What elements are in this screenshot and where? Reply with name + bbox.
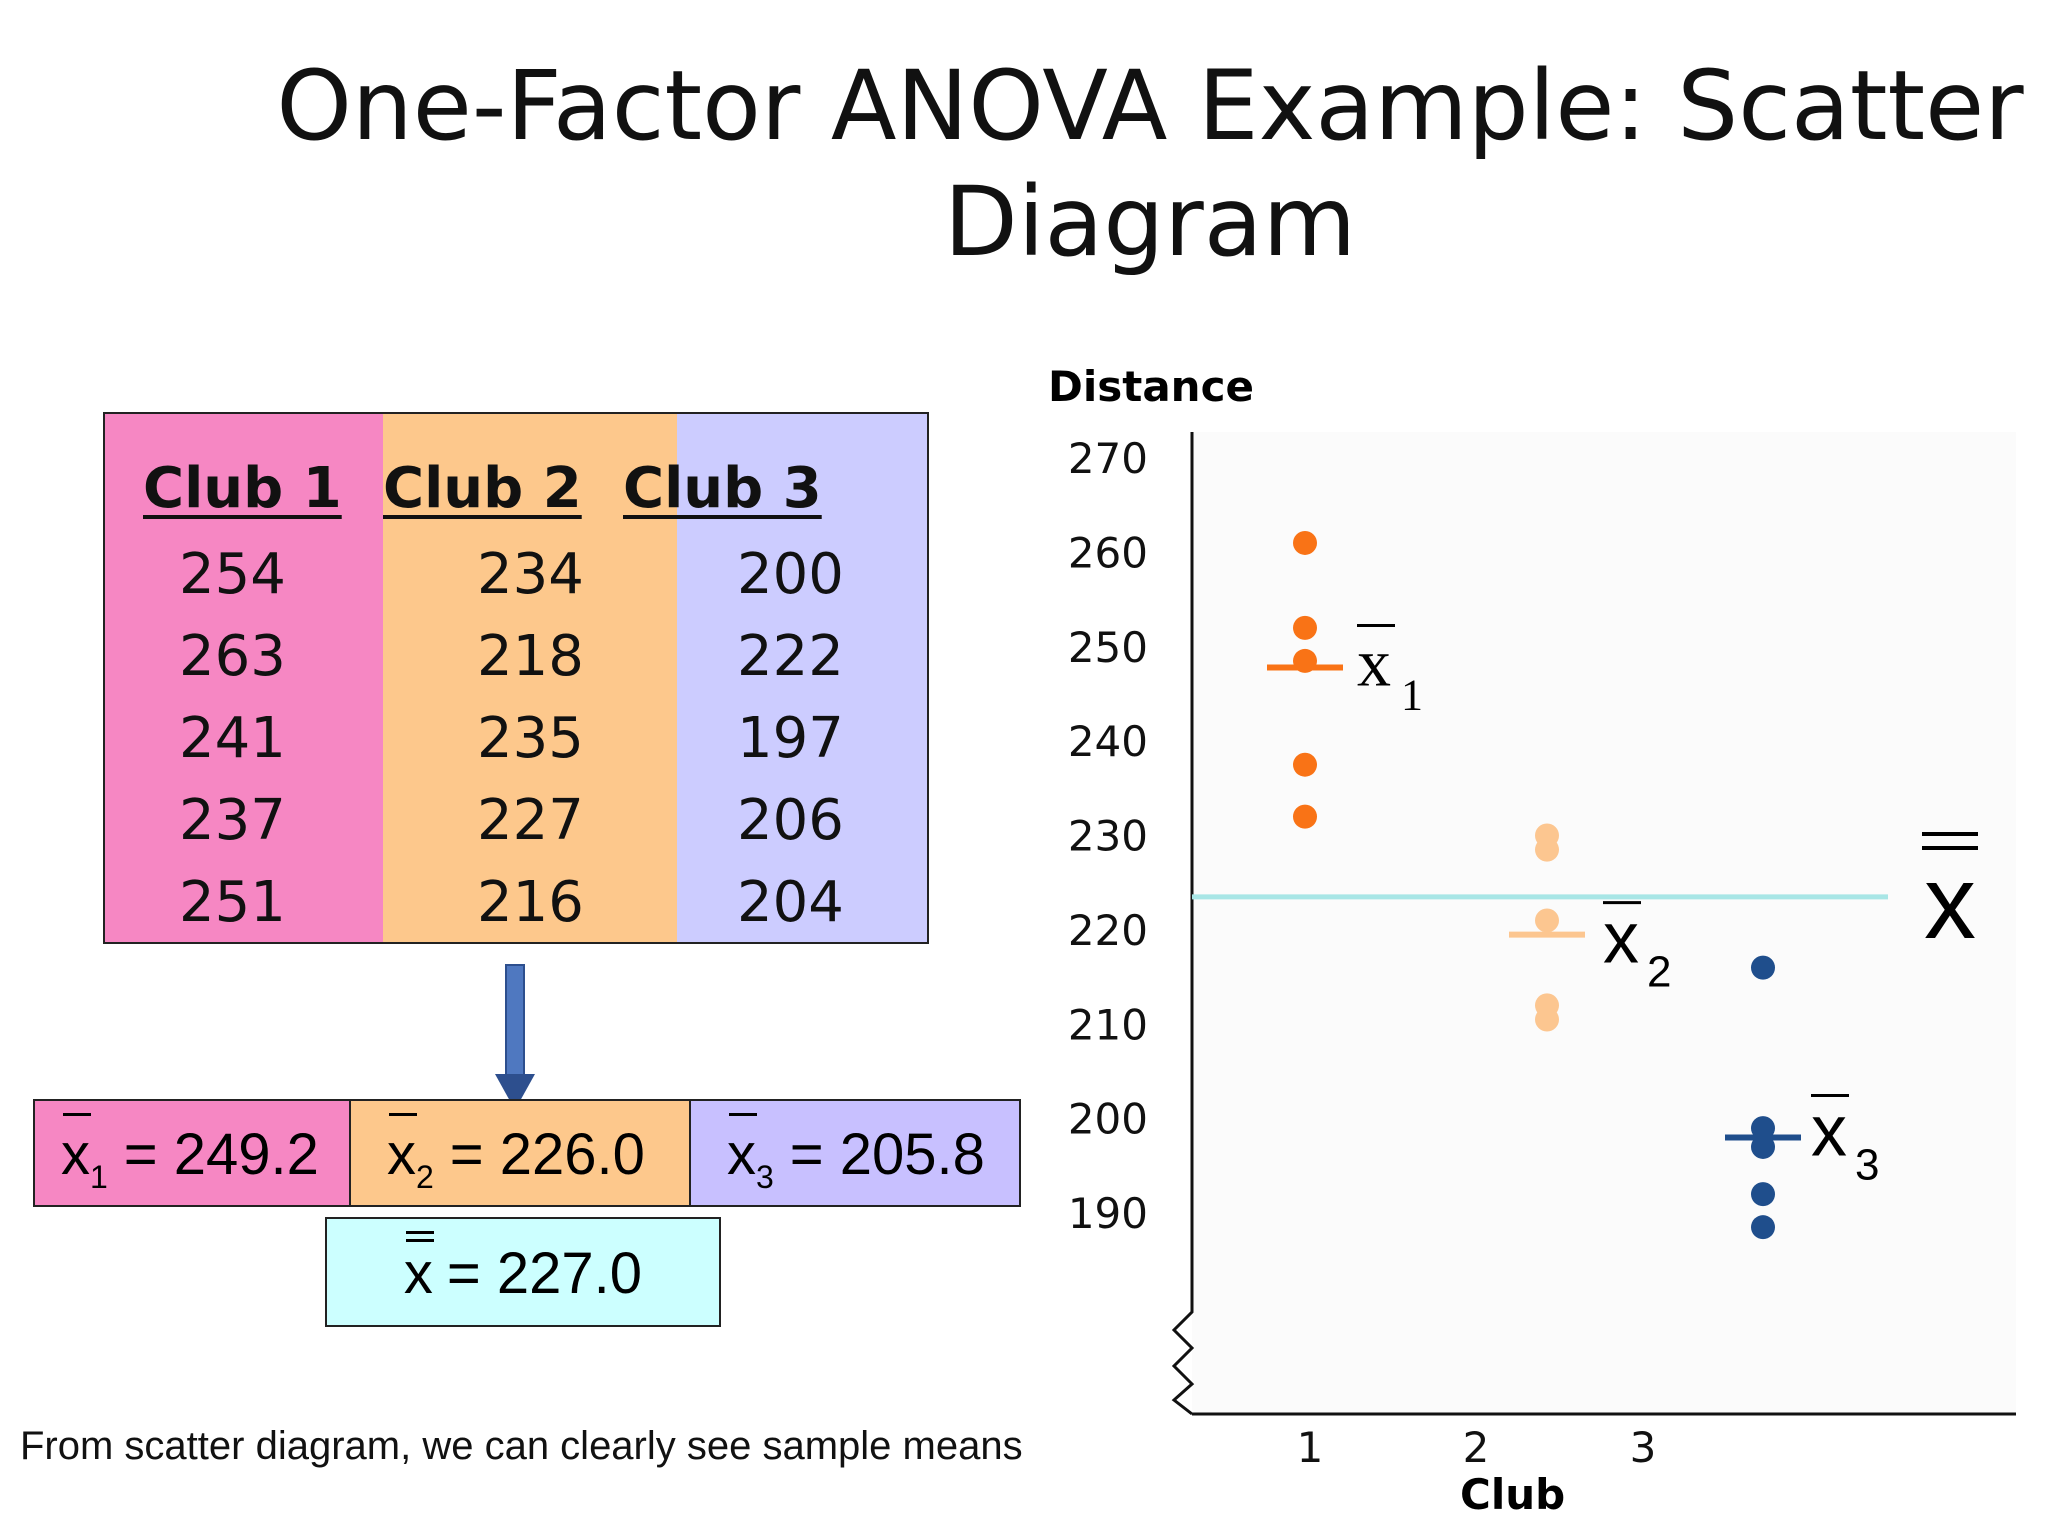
mean-subscript: 1 — [90, 1159, 108, 1195]
club-3-column: Club 3 200 222 197 206 204 — [623, 414, 927, 942]
club-2-value: 235 — [477, 706, 584, 771]
data-point — [1751, 1116, 1775, 1141]
plot-area — [1192, 432, 2016, 1414]
club-3-mean-value: = 205.8 — [789, 1122, 985, 1187]
grand-mean-value: = 227.0 — [446, 1241, 643, 1306]
grand-mean-symbol: x — [404, 1219, 434, 1329]
club-2-value: 216 — [477, 870, 584, 935]
footnote-text: From scatter diagram, we can clearly see… — [20, 1424, 1023, 1468]
y-tick-label: 210 — [1068, 1000, 1148, 1049]
mean-subscript: 2 — [416, 1159, 434, 1195]
club-1-header: Club 1 — [143, 456, 342, 521]
mean-label: x — [1357, 625, 1391, 701]
x-tick-label: 1 — [1297, 1423, 1324, 1472]
club-2-header: Club 2 — [383, 456, 582, 521]
mean-label: x — [1603, 899, 1639, 979]
data-point — [1535, 837, 1559, 862]
club-3-mean-box: x3 = 205.8 — [689, 1099, 1021, 1207]
club-3-value: 204 — [737, 870, 844, 935]
club-2-value: 234 — [477, 542, 584, 607]
xbar-symbol: x1 — [61, 1101, 108, 1205]
club-3-header: Club 3 — [623, 456, 822, 521]
club-2-column: Club 2 234 218 235 227 216 — [383, 414, 677, 942]
club-3-value: 197 — [737, 706, 844, 771]
y-tick-label: 230 — [1068, 812, 1148, 861]
club-data-table: Club 1 254 263 241 237 251 Club 2 234 21… — [103, 412, 929, 944]
club-1-mean-box: x1 = 249.2 — [33, 1099, 351, 1207]
data-point — [1535, 1007, 1559, 1032]
club-1-value: 251 — [179, 870, 286, 935]
data-point — [1293, 804, 1317, 829]
page-title: One-Factor ANOVA Example: Scatter Diagra… — [276, 50, 2024, 278]
club-1-value: 254 — [179, 542, 286, 607]
y-axis-line — [1171, 432, 1195, 1416]
club-1-value: 237 — [179, 788, 286, 853]
club-2-mean-box: x2 = 226.0 — [349, 1099, 691, 1207]
y-tick-label: 250 — [1068, 623, 1148, 672]
grand-mean-label: x — [1924, 845, 1976, 961]
club-1-value: 263 — [179, 624, 286, 689]
y-tick-label: 220 — [1068, 906, 1148, 955]
mean-label: x — [1811, 1092, 1847, 1172]
x-axis-label: Club — [1460, 1470, 1566, 1519]
y-tick-label: 200 — [1068, 1095, 1148, 1144]
data-point — [1751, 1182, 1775, 1207]
club-1-mean-value: = 249.2 — [123, 1122, 319, 1187]
grand-mean-box: x = 227.0 — [325, 1217, 721, 1327]
club-2-value: 227 — [477, 788, 584, 853]
club-2-value: 218 — [477, 624, 584, 689]
data-point — [1751, 1215, 1775, 1240]
y-axis-label: Distance — [1048, 362, 1254, 411]
mean-label-subscript: 3 — [1855, 1141, 1879, 1190]
club-3-value: 200 — [737, 542, 844, 607]
xbar-symbol: x2 — [387, 1101, 434, 1205]
xbar-symbol: x3 — [727, 1101, 774, 1205]
x-tick-label: 2 — [1463, 1423, 1490, 1472]
data-point — [1293, 530, 1317, 555]
data-point — [1751, 1134, 1775, 1159]
mean-label-subscript: 1 — [1401, 671, 1423, 720]
data-point — [1535, 908, 1559, 933]
data-point — [1751, 955, 1775, 980]
y-tick-label: 260 — [1068, 528, 1148, 577]
club-3-value: 222 — [737, 624, 844, 689]
club-1-column: Club 1 254 263 241 237 251 — [105, 414, 383, 942]
club-3-value: 206 — [737, 788, 844, 853]
mean-label-subscript: 2 — [1647, 948, 1671, 997]
data-point — [1293, 752, 1317, 777]
club-2-mean-value: = 226.0 — [449, 1122, 645, 1187]
data-point — [1293, 615, 1317, 640]
x-tick-label: 3 — [1630, 1423, 1657, 1472]
y-tick-label: 270 — [1068, 434, 1148, 483]
y-tick-label: 190 — [1068, 1189, 1148, 1238]
y-tick-label: 240 — [1068, 717, 1148, 766]
mean-subscript: 3 — [756, 1159, 774, 1195]
club-1-value: 241 — [179, 706, 286, 771]
